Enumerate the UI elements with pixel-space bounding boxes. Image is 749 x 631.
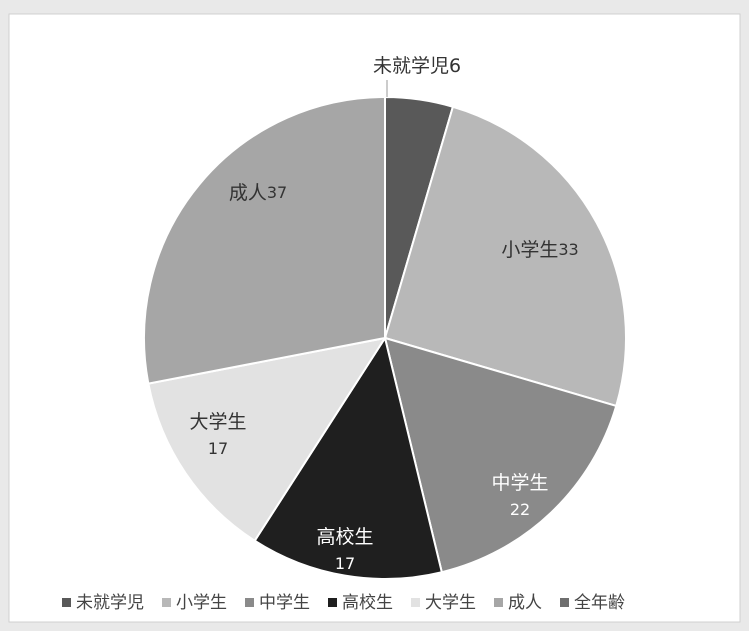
legend-swatch [62,598,71,607]
legend-swatch [494,598,503,607]
data-label: 成人37 [229,182,287,204]
label-value: 22 [510,500,530,519]
legend-label: 未就学児 [76,593,144,613]
data-label: 高校生 17 [316,526,373,573]
data-label: 大学生 17 [189,411,246,458]
legend-swatch [162,598,171,607]
legend-swatch [411,598,420,607]
label-value: 33 [558,240,578,259]
pie-slice [143,95,386,385]
data-label: 未就学児6 [373,55,461,77]
label-value: 6 [449,55,461,77]
label-category: 未就学児 [373,55,449,77]
label-value: 17 [335,554,355,573]
legend-label: 大学生 [425,593,476,613]
data-label: 中学生 22 [491,472,548,519]
legend-swatch [328,598,337,607]
legend-label: 全年齢 [574,593,625,613]
label-category: 成人 [229,182,267,204]
legend-label: 中学生 [259,593,310,613]
pie-slice [253,335,444,580]
pie-slice [383,336,618,574]
legend-label: 成人 [508,593,542,613]
label-category: 小学生 [501,239,558,261]
legend-swatch [245,598,254,607]
legend-swatch [560,598,569,607]
legend-label: 高校生 [342,593,393,613]
pie-slice [383,105,627,408]
label-category: 大学生 [189,411,246,433]
legend-label: 小学生 [176,593,227,613]
label-category: 中学生 [491,472,548,494]
label-category: 高校生 [316,526,373,548]
label-value: 37 [267,183,287,202]
label-value: 17 [208,439,228,458]
data-label: 小学生33 [501,239,578,261]
pie-slice [147,336,388,543]
